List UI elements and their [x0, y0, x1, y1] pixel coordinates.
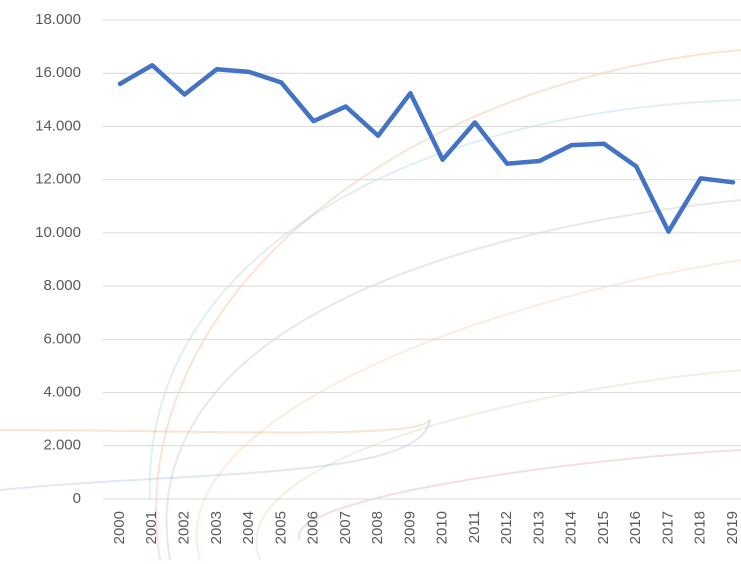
y-tick-label: 6.000	[43, 330, 81, 347]
x-tick-label: 2000	[111, 511, 128, 544]
x-tick-label: 2013	[530, 511, 547, 544]
x-tick-label: 2012	[498, 511, 515, 544]
y-tick-label: 8.000	[43, 277, 81, 294]
x-tick-label: 2017	[659, 511, 676, 544]
y-tick-label: 10.000	[35, 224, 81, 241]
chart: 0 2.000 4.000 6.000 8.000 10.000 12.000 14.000 1…	[0, 0, 741, 564]
x-tick-label: 2016	[627, 511, 644, 544]
y-tick-label: 0	[73, 490, 81, 507]
data-line	[120, 65, 733, 231]
y-tick-label: 18.000	[35, 11, 81, 28]
y-tick-label: 12.000	[35, 171, 81, 188]
x-tick-label: 2002	[175, 511, 192, 544]
x-tick-label: 2009	[401, 511, 418, 544]
x-tick-label: 2019	[724, 511, 741, 544]
x-tick-label: 2010	[434, 511, 451, 544]
x-tick-label: 2004	[240, 511, 257, 544]
x-tick-label: 2014	[563, 511, 580, 544]
x-tick-label: 2011	[466, 511, 483, 543]
x-tick-label: 2015	[595, 511, 612, 544]
x-tick-label: 2005	[272, 511, 289, 544]
y-tick-label: 2.000	[43, 437, 81, 454]
x-tick-label: 2006	[305, 511, 322, 544]
y-tick-label: 14.000	[35, 117, 81, 134]
x-tick-label: 2007	[337, 511, 354, 544]
x-tick-label: 2008	[369, 511, 386, 544]
x-tick-label: 2003	[208, 511, 225, 544]
x-tick-label: 2018	[692, 511, 709, 544]
y-tick-label: 16.000	[35, 64, 81, 81]
y-tick-label: 4.000	[43, 384, 81, 401]
x-tick-label: 2001	[143, 511, 160, 544]
